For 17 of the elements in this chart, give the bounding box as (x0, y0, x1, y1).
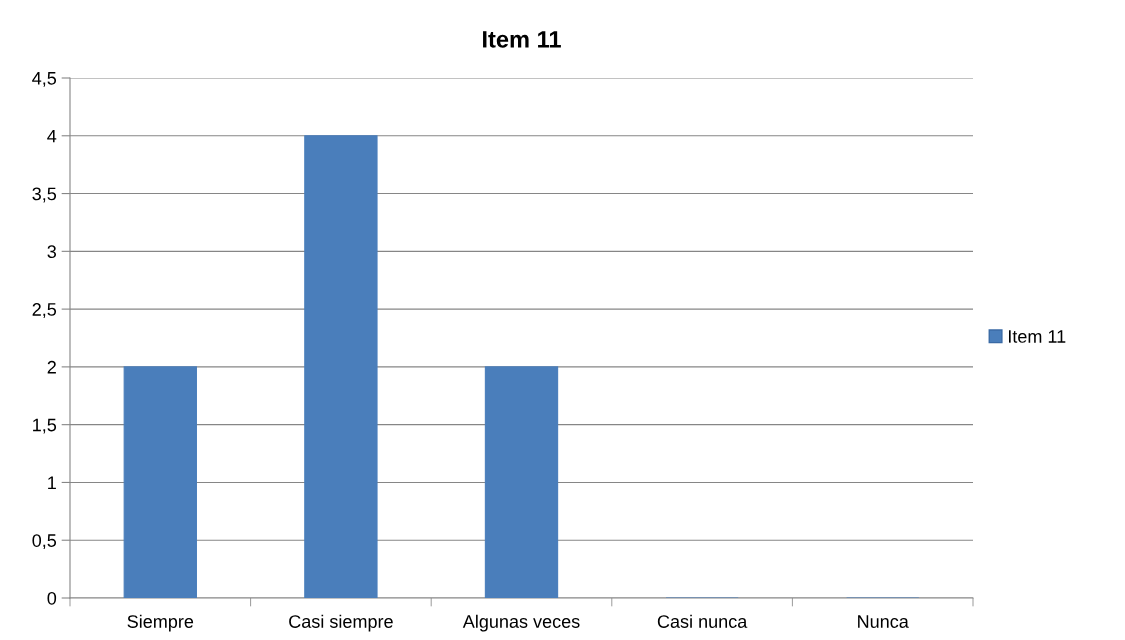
legend-label: Item 11 (1008, 330, 1066, 343)
chart-title: Item 11 (483, 31, 561, 48)
y-tick-label: 3,5 (32, 187, 57, 203)
x-tick-label: Casi siempre (289, 614, 393, 632)
y-tick-label: 0 (47, 591, 57, 605)
y-tick-label: 2,5 (32, 303, 57, 318)
y-tick-label: 1 (48, 476, 56, 489)
y-tick-label: 4,5 (32, 72, 57, 87)
x-tick-label: Nunca (858, 615, 909, 628)
x-tick-label: Siempre (127, 614, 194, 632)
y-tick-label: 1,5 (33, 418, 57, 434)
y-tick-label: 0,5 (32, 534, 57, 550)
y-tick-label: 3 (47, 245, 57, 259)
x-tick-label: Algunas veces (462, 614, 580, 632)
y-tick-label: 4 (47, 129, 57, 143)
x-tick-label: Casi nunca (657, 614, 748, 628)
y-tick-label: 2 (47, 360, 56, 374)
